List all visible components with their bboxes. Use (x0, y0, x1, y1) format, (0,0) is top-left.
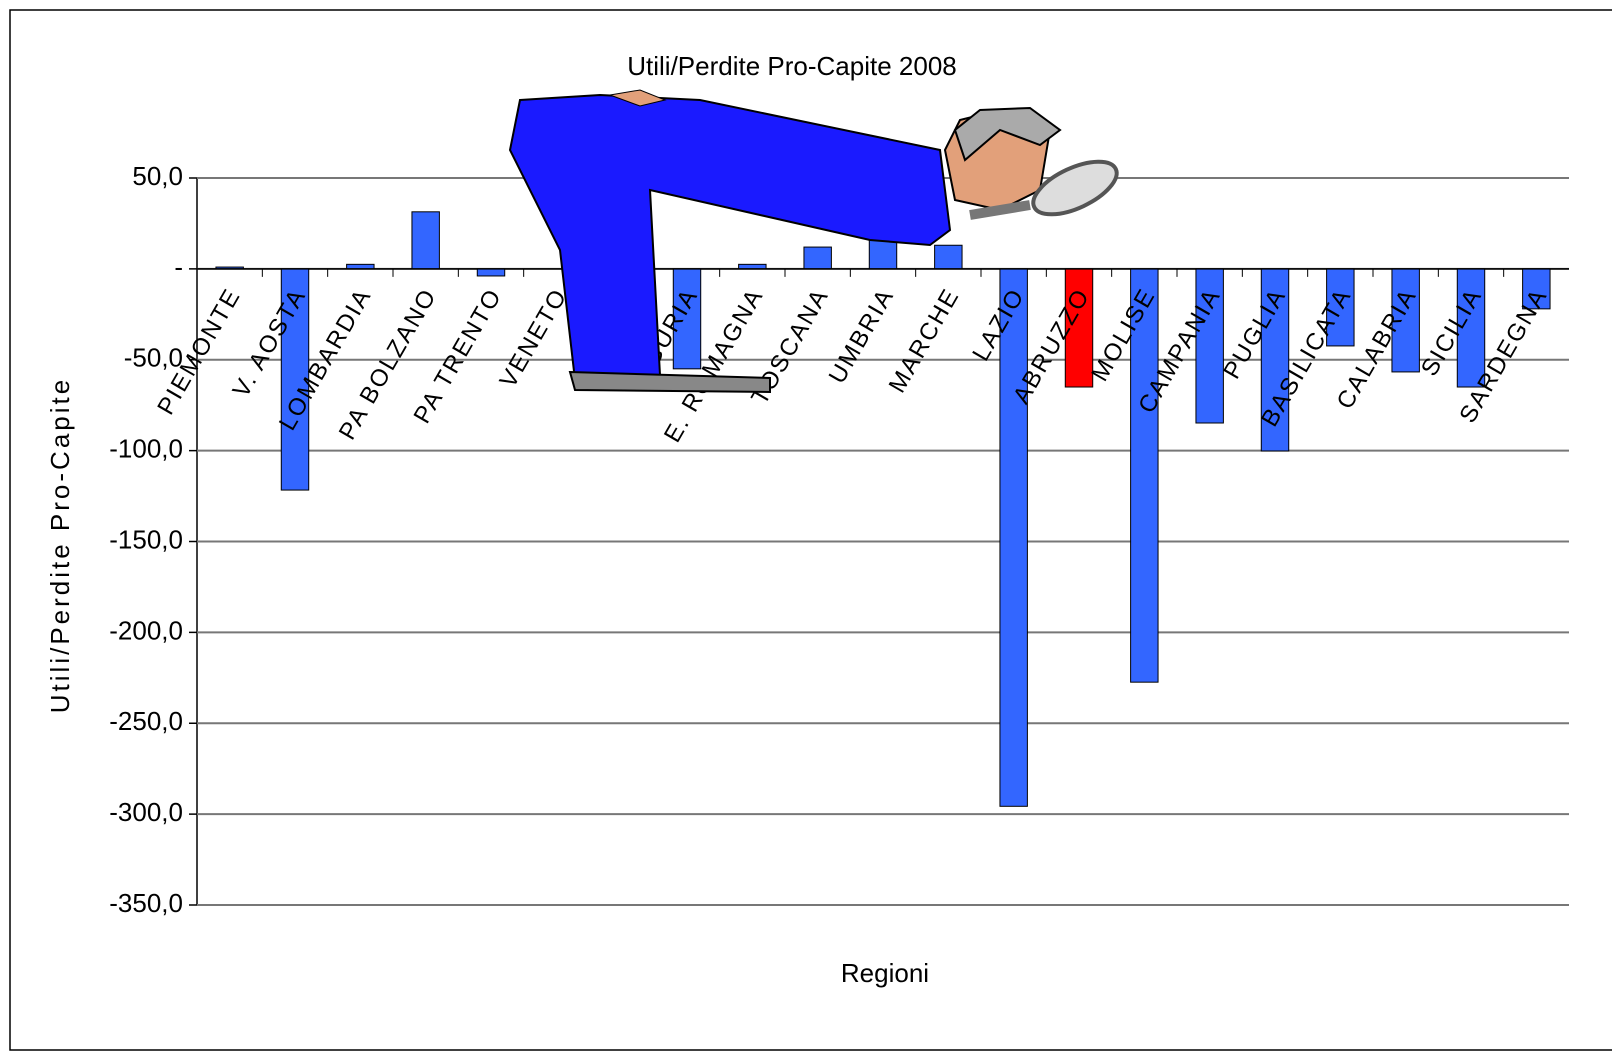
y-tick-label: -250,0 (109, 706, 183, 736)
bar (999, 268, 1028, 807)
x-axis-label: Regioni (841, 958, 929, 988)
y-tick-label: -200,0 (109, 615, 183, 645)
clipart (508, 89, 1119, 394)
bar (934, 244, 963, 270)
y-tick-label: -50,0 (124, 343, 183, 373)
bar (1456, 268, 1486, 388)
bar (411, 211, 440, 270)
y-tick-label: -100,0 (109, 434, 183, 464)
bar (280, 268, 310, 491)
clipart-magnifier (1031, 159, 1119, 217)
clipart-body (508, 93, 952, 382)
chart-title: Utili/Perdite Pro-Capite 2008 (627, 51, 957, 81)
y-tick-label: -150,0 (109, 524, 183, 554)
bar (1391, 268, 1420, 373)
bar (476, 268, 506, 277)
clipart-shoe (568, 370, 771, 394)
bar (1064, 268, 1094, 388)
y-tick-label: - (174, 252, 183, 282)
clipart-hair (953, 106, 1062, 162)
y-tick-label: -300,0 (109, 797, 183, 827)
y-tick-label: 50,0 (132, 161, 183, 191)
y-axis-label: Utili/Perdite Pro-Capite (45, 377, 75, 713)
y-tick-label: -350,0 (109, 888, 183, 918)
bar (1195, 268, 1224, 424)
clipart-handle (969, 200, 1031, 220)
bar (803, 246, 832, 270)
bar (1522, 268, 1551, 310)
bar (1130, 268, 1159, 683)
bar (1260, 268, 1290, 452)
clipart-hand (608, 89, 667, 107)
